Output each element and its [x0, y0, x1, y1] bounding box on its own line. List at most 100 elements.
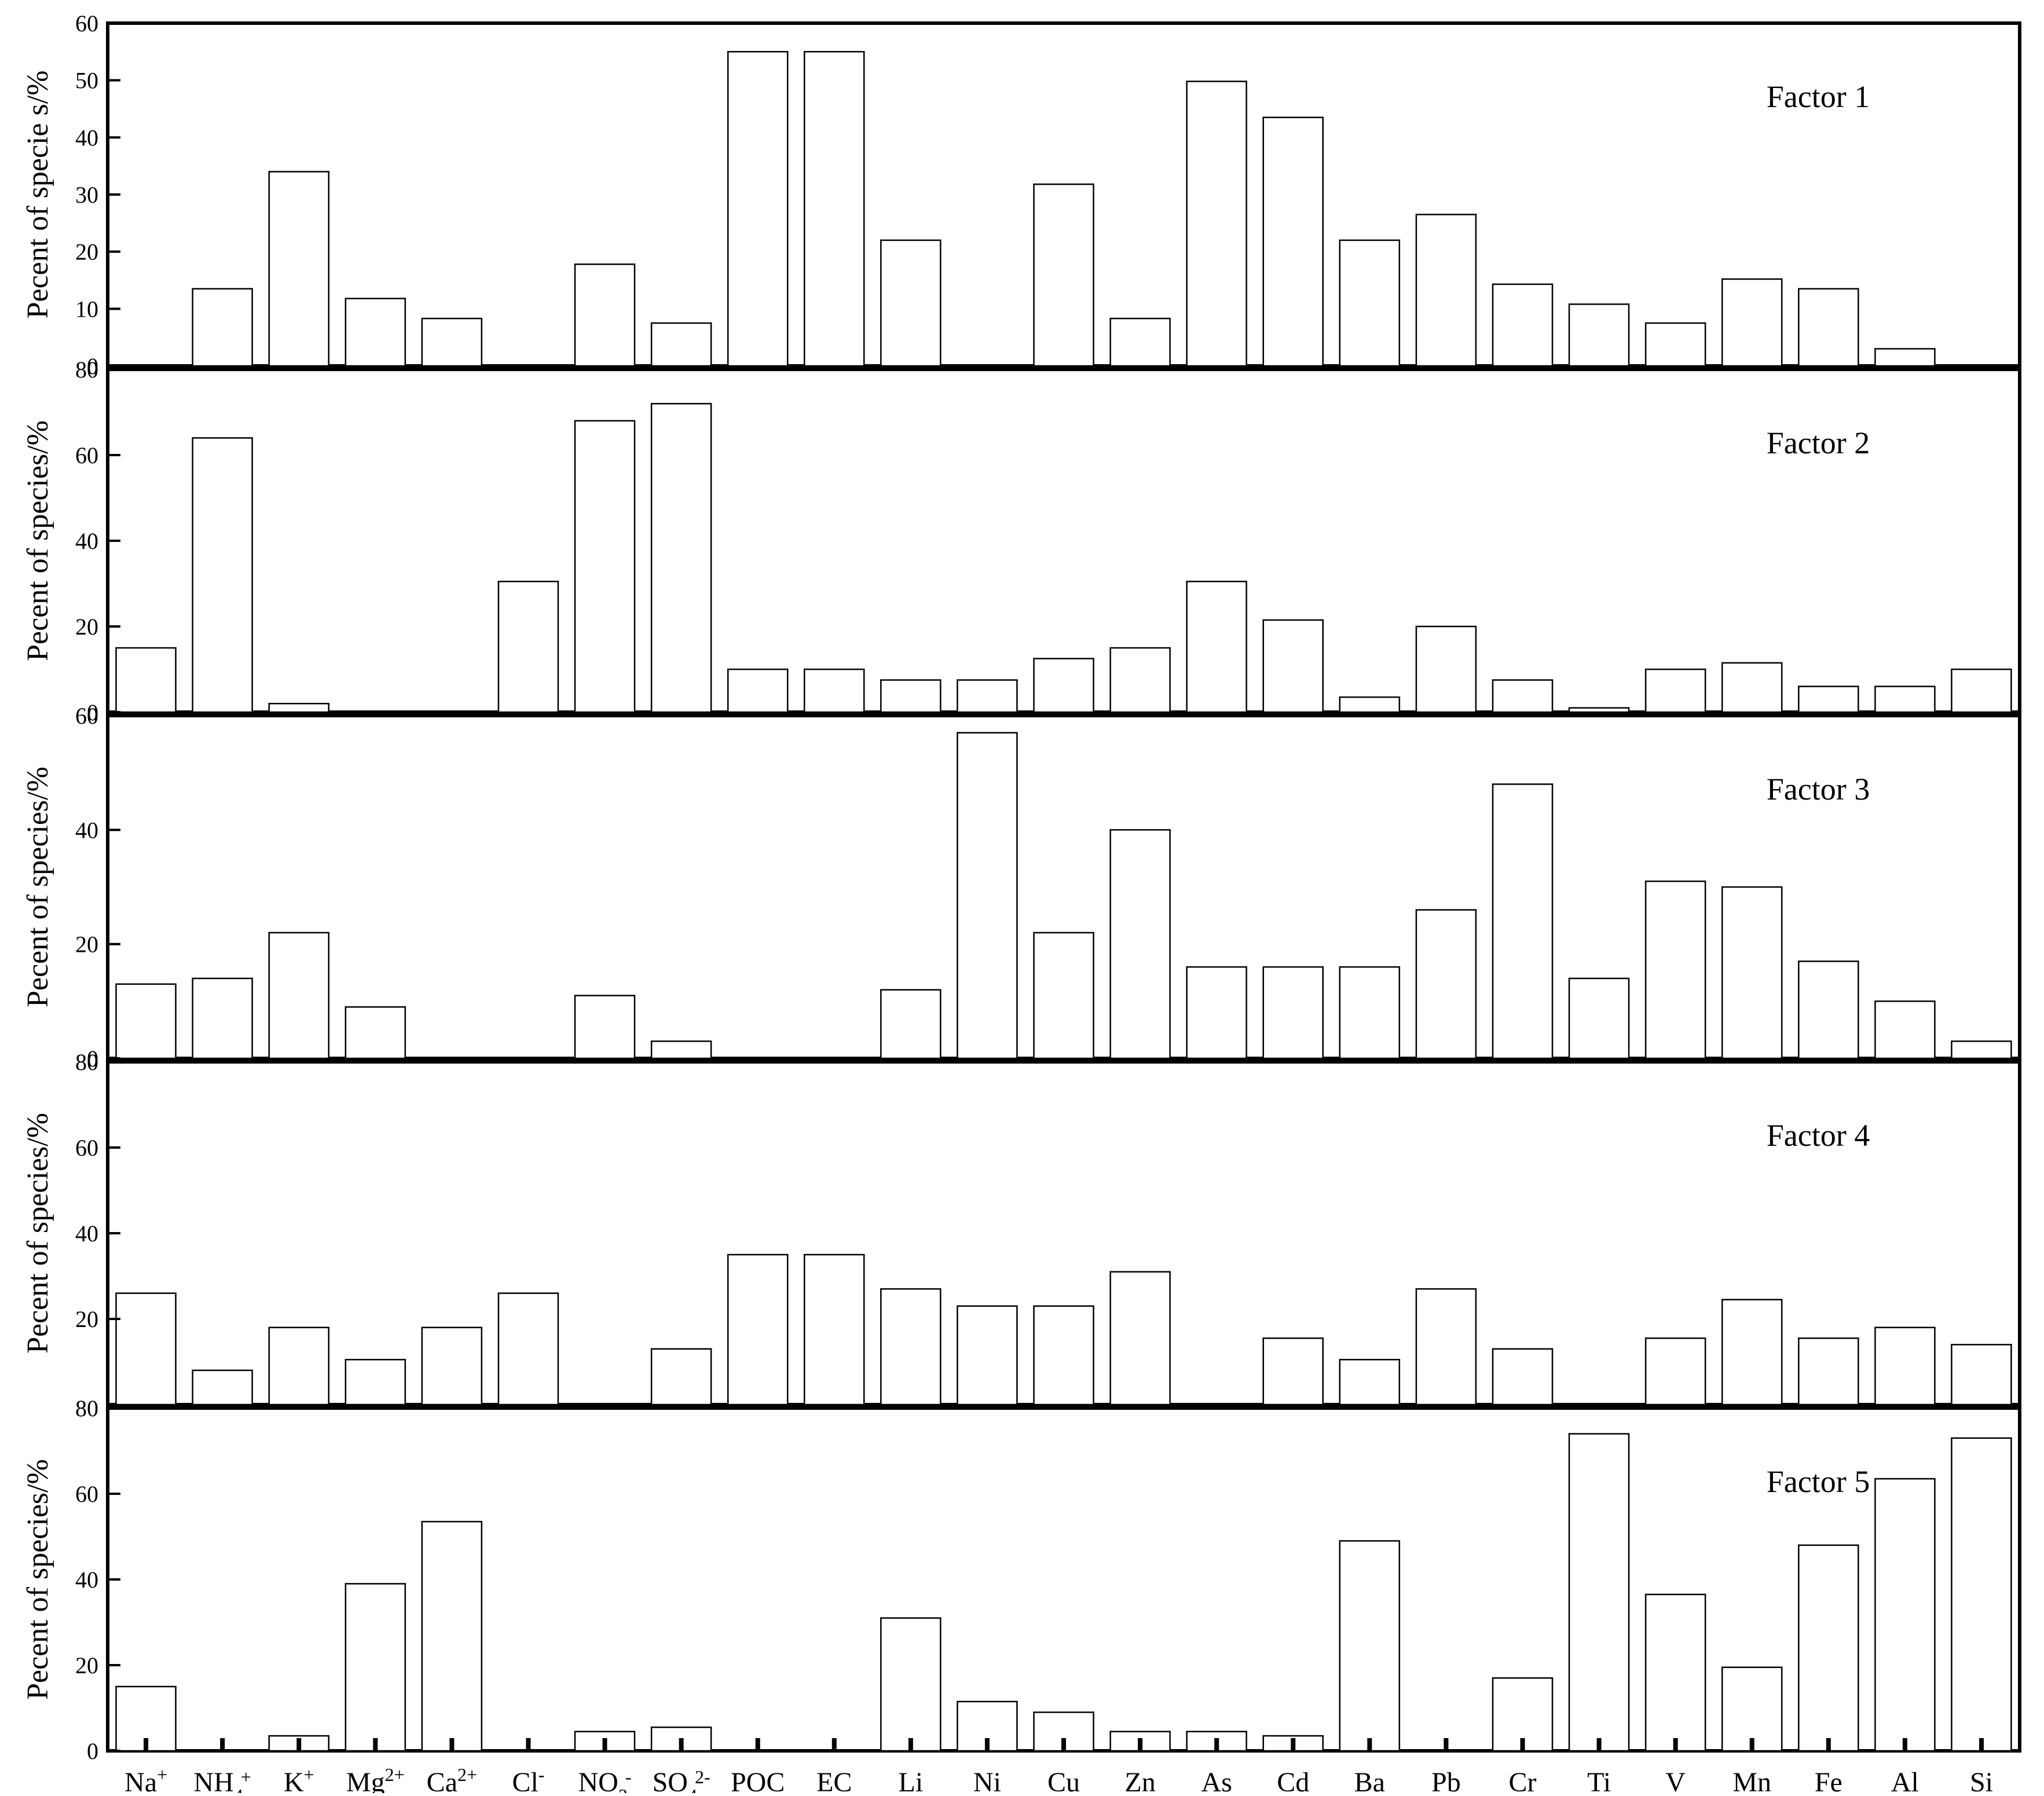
y-tick-label-factor-4-60: 60	[75, 1135, 98, 1161]
x-tick-label-na: Na+	[124, 1764, 167, 1793]
x-tick-label-al: Al	[1891, 1767, 1919, 1793]
y-tick-label-factor-5-0: 0	[87, 1738, 98, 1764]
bar-factor-1-as	[1186, 80, 1247, 367]
bar-factor-5-ca	[421, 1520, 483, 1752]
y-tick-label-factor-2-80: 80	[75, 357, 98, 383]
x-tick-label-v: V	[1665, 1767, 1686, 1793]
bar-factor-2-k	[268, 702, 329, 713]
bar-factor-2-cu	[1033, 658, 1094, 713]
bar-factor-2-poc	[727, 668, 789, 713]
bar-factor-3-cd	[1262, 966, 1324, 1060]
bar-factor-3-ba	[1339, 966, 1401, 1060]
x-tick-label-cd: Cd	[1277, 1767, 1309, 1793]
bar-factor-3-zn	[1109, 829, 1171, 1060]
bar-factor-4-k	[268, 1326, 329, 1406]
bar-factor-1-pb	[1415, 214, 1477, 367]
bar-factor-3-na	[115, 983, 177, 1060]
bar-factor-1-zn	[1109, 317, 1171, 367]
x-tick-label-ti: Ti	[1587, 1767, 1611, 1793]
bar-factor-2-cl	[497, 581, 559, 713]
bar-factor-5-mn	[1721, 1666, 1783, 1752]
bar-factor-3-v	[1644, 880, 1706, 1060]
y-tick-label-factor-1-60: 60	[75, 10, 98, 36]
bar-factor-3-mn	[1721, 886, 1783, 1060]
bar-factor-4-cr	[1492, 1348, 1554, 1406]
bar-factor-4-mn	[1721, 1299, 1783, 1406]
bar-factor-3-nh	[192, 977, 253, 1060]
bar-factor-2-ni	[957, 679, 1018, 713]
bar-factor-1-no	[574, 263, 636, 367]
bar-factor-3-as	[1186, 966, 1247, 1060]
bar-factor-4-ba	[1339, 1359, 1401, 1406]
bar-factor-4-na	[115, 1292, 177, 1406]
bar-factor-4-cl	[497, 1292, 559, 1406]
x-tick-label-so: SO42-	[653, 1766, 710, 1793]
y-tick-label-factor-5-40: 40	[75, 1567, 98, 1593]
bar-factor-4-mg	[345, 1359, 406, 1406]
panel-title-factor-3: Factor 3	[1767, 772, 1870, 807]
bar-factor-1-k	[268, 171, 329, 367]
bar-factor-2-ec	[803, 668, 865, 713]
bar-factor-3-li	[880, 989, 942, 1060]
x-tick-label-zn: Zn	[1124, 1767, 1155, 1793]
y-axis-label-factor-1: Pecent of specie s/%	[21, 71, 54, 319]
bar-factor-3-si	[1951, 1040, 2012, 1060]
x-tick-label-si: Si	[1970, 1767, 1993, 1793]
bar-factor-2-so	[650, 402, 712, 713]
bar-factor-2-pb	[1415, 625, 1477, 713]
x-tick-label-li: Li	[899, 1767, 924, 1793]
bar-factor-5-ti	[1568, 1433, 1630, 1752]
bar-factor-5-si	[1951, 1437, 2012, 1752]
bar-factor-3-mg	[345, 1006, 406, 1060]
bar-factor-2-fe	[1798, 686, 1859, 713]
y-tick-label-factor-3-40: 40	[75, 817, 98, 843]
bar-factor-4-so	[650, 1348, 712, 1406]
bar-factor-3-no	[574, 995, 636, 1060]
y-tick-label-factor-1-40: 40	[75, 124, 98, 151]
y-axis-label-factor-5: Pecent of species/%	[21, 1459, 54, 1700]
bar-factor-4-nh	[192, 1369, 253, 1406]
x-tick-label-nh: NH4+	[193, 1766, 251, 1793]
bar-factor-2-na	[115, 647, 177, 713]
bar-factor-2-li	[880, 679, 942, 713]
bar-factor-3-ni	[957, 732, 1018, 1060]
y-tick-label-factor-1-30: 30	[75, 182, 98, 208]
bar-factor-2-as	[1186, 581, 1247, 713]
y-tick-label-factor-5-80: 80	[75, 1395, 98, 1421]
bar-factor-4-zn	[1109, 1271, 1171, 1406]
bar-factor-4-fe	[1798, 1337, 1859, 1406]
panel-title-factor-1: Factor 1	[1767, 79, 1870, 114]
bar-factor-1-so	[650, 322, 712, 367]
bar-factor-2-cr	[1492, 679, 1554, 713]
bar-factor-1-cu	[1033, 183, 1094, 367]
y-tick-label-factor-2-40: 40	[75, 528, 98, 554]
bar-factor-3-so	[650, 1040, 712, 1060]
x-tick-label-ec: EC	[816, 1767, 852, 1793]
x-tick-label-pb: Pb	[1431, 1767, 1461, 1793]
x-tick-label-mn: Mn	[1732, 1767, 1771, 1793]
bar-factor-4-li	[880, 1288, 942, 1406]
panel-title-factor-5: Factor 5	[1767, 1464, 1870, 1499]
bar-factor-1-ti	[1568, 303, 1630, 367]
bar-factor-4-pb	[1415, 1288, 1477, 1406]
y-axis-label-factor-4: Pecent of species/%	[21, 1113, 54, 1354]
bar-factor-4-cu	[1033, 1305, 1094, 1406]
x-tick-label-ba: Ba	[1354, 1767, 1385, 1793]
y-tick-label-factor-1-0: 0	[87, 353, 98, 379]
bar-factor-4-al	[1874, 1326, 1936, 1406]
bar-factor-4-poc	[727, 1253, 789, 1406]
bar-factor-3-k	[268, 932, 329, 1060]
x-tick-label-ni: Ni	[973, 1767, 1001, 1793]
x-tick-label-no: NO3-	[578, 1766, 632, 1793]
bar-factor-4-v	[1644, 1337, 1706, 1406]
y-tick-label-factor-4-80: 80	[75, 1049, 98, 1075]
bar-factor-2-cd	[1262, 619, 1324, 713]
bar-factor-1-li	[880, 239, 942, 367]
x-tick-label-ca: Ca2+	[427, 1764, 477, 1793]
bar-factor-5-li	[880, 1617, 942, 1752]
bar-factor-4-ec	[803, 1253, 865, 1406]
bar-factor-2-si	[1951, 668, 2012, 713]
y-axis-label-factor-3: Pecent of species/%	[21, 767, 54, 1007]
y-tick-label-factor-5-60: 60	[75, 1481, 98, 1507]
